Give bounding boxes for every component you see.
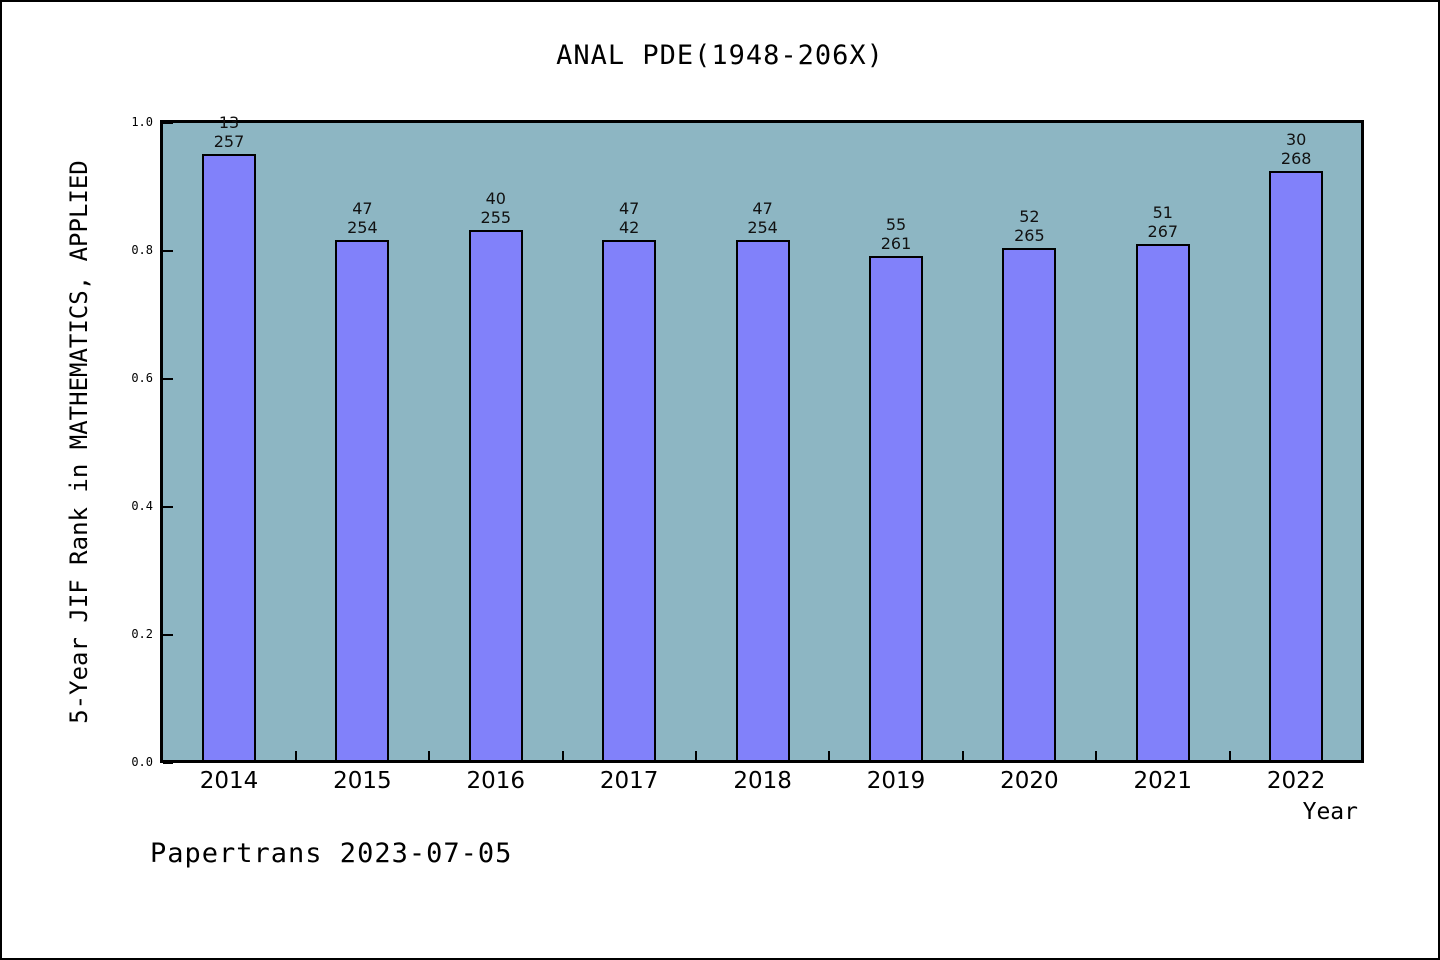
chart-title: ANAL PDE(1948-206X) [556,40,884,71]
y-tick-label: 0.2 [131,627,153,641]
bar [602,240,657,760]
bar-total-value: 268 [1280,149,1312,168]
bar-rank-value: 51 [1152,202,1173,222]
x-minor-tick [294,751,297,760]
y-tick-label: 0.4 [131,499,153,513]
bar [735,240,790,760]
bar-value-label: 55 261 [846,215,946,253]
x-tick-label: 2017 [599,768,659,794]
x-minor-tick [828,751,831,760]
bar [202,153,256,760]
x-tick-label: 2016 [466,768,526,794]
bar-total-value: 254 [347,218,378,238]
bar-total-value: 265 [1014,225,1045,245]
bar-total-value: 255 [480,207,512,227]
x-minor-tick [428,751,431,760]
bar-value-label: 13 257 [179,113,279,151]
bar-value-label: 47 42 [579,199,679,237]
bar-rank-value: 40 [485,188,506,208]
bar-rank-value: 52 [1019,206,1040,226]
bar [335,240,390,760]
bar-total-value: 42 [619,218,640,238]
y-tick-label: 0.8 [131,243,153,257]
bar [869,256,923,760]
bar-value-label: 47 254 [312,199,412,237]
bar-rank-value: 47 [352,199,373,219]
x-minor-tick [1228,751,1231,760]
x-minor-tick [961,751,964,760]
bar-total-value: 261 [880,234,912,254]
bar [1002,247,1057,760]
y-tick-mark [163,378,173,380]
bar-value-label: 40 255 [446,189,546,227]
bar [1269,171,1324,760]
bar-rank-value: 47 [752,199,773,219]
bar-rank-value: 55 [885,215,907,235]
x-minor-tick [1095,751,1098,760]
y-tick-mark [163,634,173,636]
y-tick-label: 0.0 [131,755,153,769]
bar-rank-value: 47 [619,199,640,219]
x-tick-label: 2015 [333,768,392,794]
x-axis-label: Year [1302,799,1358,825]
x-tick-label: 2018 [733,768,792,794]
x-tick-label: 2021 [1133,768,1193,794]
bar [1135,243,1190,760]
bar-value-label: 30 268 [1246,130,1346,168]
x-tick-label: 2022 [1266,768,1326,794]
y-axis-label: 5-Year JIF Rank in MATHEMATICS, APPLIED [65,160,93,724]
y-tick-mark [163,250,173,252]
y-tick-mark [163,122,173,124]
bar-value-label: 51 267 [1113,203,1213,241]
y-tick-label: 0.6 [131,371,153,385]
x-minor-tick [561,751,564,760]
bar-total-value: 257 [213,131,245,151]
bar-total-value: 267 [1147,221,1179,241]
bar-rank-value: 30 [1286,130,1307,149]
y-tick-label: 1.0 [131,115,153,129]
bar-value-label: 47 254 [713,199,813,237]
bar [468,229,523,760]
y-tick-mark [163,506,173,508]
footer-watermark: Papertrans 2023-07-05 [150,838,513,869]
x-minor-tick [694,751,697,760]
bar-total-value: 254 [747,218,778,238]
y-tick-mark [163,762,173,764]
x-tick-label: 2014 [199,768,259,794]
bar-rank-value: 13 [218,112,240,132]
x-tick-label: 2020 [1000,768,1059,794]
bar-value-label: 52 265 [979,207,1079,245]
x-tick-label: 2019 [866,768,926,794]
